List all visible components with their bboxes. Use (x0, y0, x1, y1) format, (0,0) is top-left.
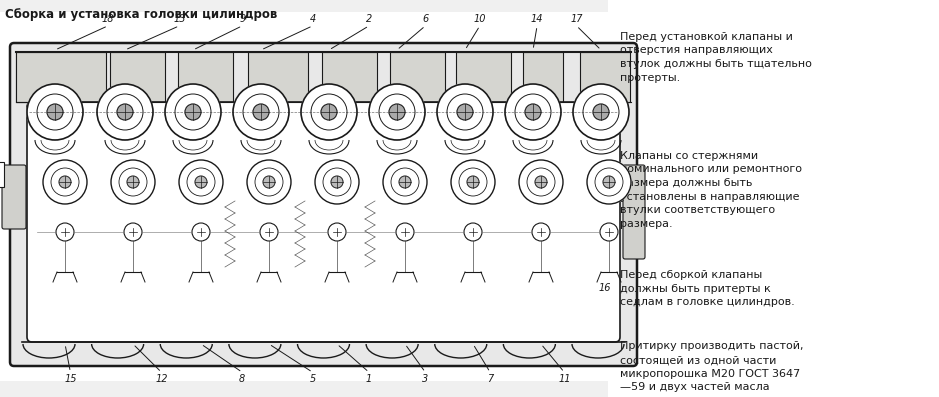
Bar (178, 52, 233, 102)
Circle shape (535, 176, 547, 188)
Circle shape (457, 104, 473, 120)
Circle shape (127, 176, 139, 188)
Text: 12: 12 (155, 374, 168, 384)
Text: 18: 18 (101, 14, 115, 24)
Circle shape (47, 104, 63, 120)
FancyBboxPatch shape (10, 43, 637, 366)
Bar (110, 52, 165, 102)
FancyBboxPatch shape (27, 102, 620, 342)
Circle shape (600, 223, 618, 241)
Text: 13: 13 (173, 14, 186, 24)
Circle shape (195, 176, 207, 188)
Circle shape (321, 104, 337, 120)
Circle shape (467, 176, 479, 188)
Text: 10: 10 (473, 14, 486, 24)
Bar (322, 52, 377, 102)
Text: 15: 15 (64, 374, 77, 384)
Circle shape (573, 84, 629, 140)
Circle shape (263, 176, 275, 188)
Bar (580, 52, 630, 102)
Text: 11: 11 (558, 374, 571, 384)
Text: Клапаны со стержнями
номинального или ремонтного
размера должны быть
установлены: Клапаны со стержнями номинального или ре… (620, 151, 802, 229)
Text: 3: 3 (423, 374, 428, 384)
Text: 17: 17 (570, 14, 583, 24)
Text: 14: 14 (531, 14, 544, 24)
FancyBboxPatch shape (623, 165, 645, 259)
Circle shape (59, 176, 71, 188)
Circle shape (56, 223, 74, 241)
Circle shape (97, 84, 153, 140)
Circle shape (464, 223, 482, 241)
Circle shape (185, 104, 201, 120)
Circle shape (505, 84, 561, 140)
Text: Перед установкой клапаны и
отверстия направляющих
втулок должны быть тщательно
п: Перед установкой клапаны и отверстия нап… (620, 32, 811, 83)
Circle shape (253, 104, 269, 120)
Text: 1: 1 (366, 374, 372, 384)
Text: Сборка и установка головки цилиндров: Сборка и установка головки цилиндров (5, 8, 277, 21)
Circle shape (165, 84, 221, 140)
Circle shape (532, 223, 550, 241)
Circle shape (331, 176, 343, 188)
Circle shape (260, 223, 278, 241)
Bar (0, 12, 608, 381)
Text: 6: 6 (423, 14, 428, 24)
Circle shape (233, 84, 289, 140)
Text: 16: 16 (598, 283, 610, 293)
Circle shape (396, 223, 414, 241)
Circle shape (593, 104, 609, 120)
Circle shape (451, 160, 495, 204)
Circle shape (27, 84, 83, 140)
Text: 8: 8 (239, 374, 245, 384)
Circle shape (525, 104, 541, 120)
FancyBboxPatch shape (2, 165, 26, 229)
Text: Перед сборкой клапаны
должны быть притерты к
седлам в головке цилиндров.: Перед сборкой клапаны должны быть притер… (620, 270, 794, 307)
Text: 2: 2 (366, 14, 372, 24)
Text: 7: 7 (487, 374, 493, 384)
Text: 5: 5 (310, 374, 316, 384)
Circle shape (383, 160, 427, 204)
Circle shape (192, 223, 210, 241)
Circle shape (301, 84, 357, 140)
Circle shape (399, 176, 411, 188)
Circle shape (43, 160, 87, 204)
Circle shape (369, 84, 425, 140)
Circle shape (603, 176, 615, 188)
Circle shape (124, 223, 142, 241)
Circle shape (437, 84, 493, 140)
Circle shape (117, 104, 133, 120)
Text: 4: 4 (310, 14, 316, 24)
Bar (608, 0, 939, 397)
Bar (456, 52, 511, 102)
Circle shape (111, 160, 155, 204)
Circle shape (519, 160, 563, 204)
Circle shape (247, 160, 291, 204)
Circle shape (587, 160, 631, 204)
Circle shape (328, 223, 346, 241)
Bar (523, 52, 563, 102)
Circle shape (315, 160, 359, 204)
Bar (0, 162, 4, 187)
Text: 9: 9 (239, 14, 245, 24)
Bar (248, 52, 308, 102)
Bar (390, 52, 445, 102)
Text: Притирку производить пастой,
состоящей из одной части
микропорошка М20 ГОСТ 3647: Притирку производить пастой, состоящей и… (620, 341, 803, 392)
Circle shape (389, 104, 405, 120)
Bar (16, 52, 101, 102)
Bar (16, 52, 106, 102)
Circle shape (179, 160, 223, 204)
